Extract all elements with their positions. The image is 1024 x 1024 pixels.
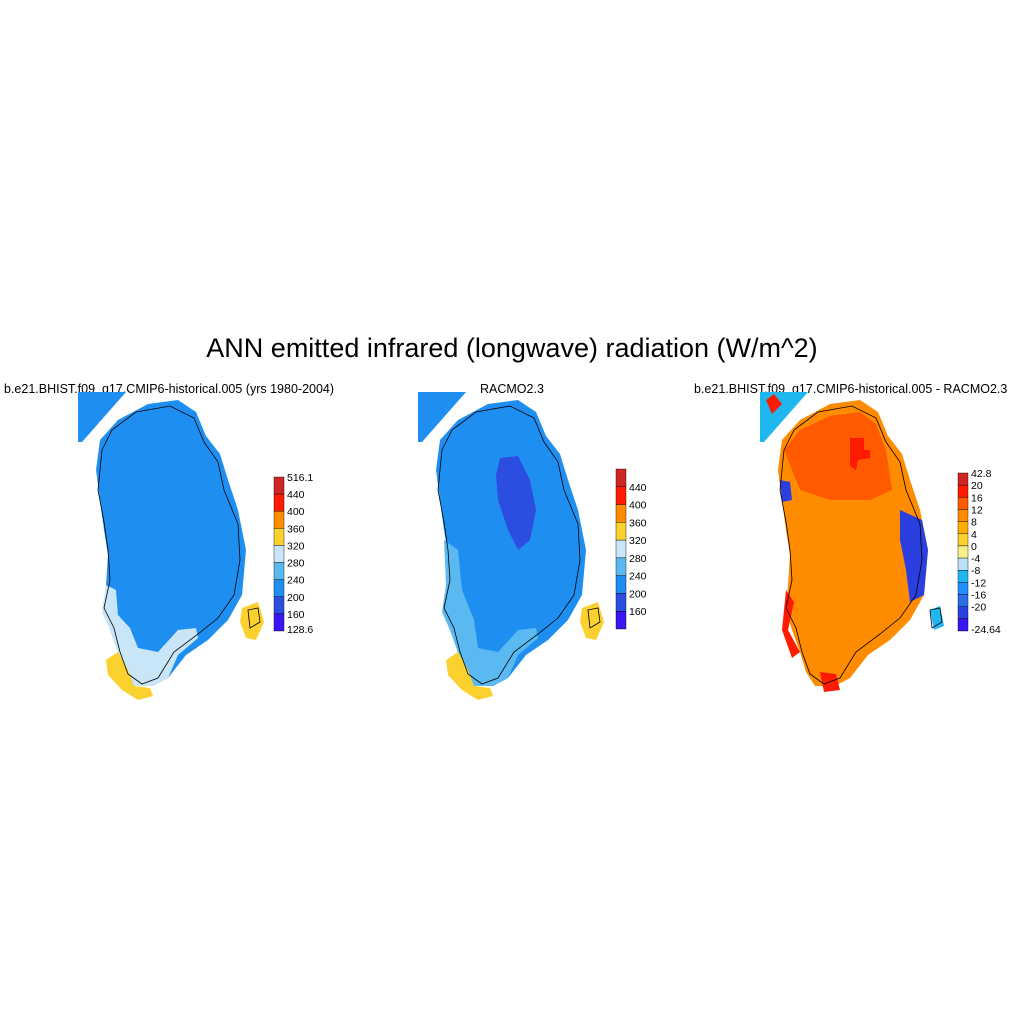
colorbar-tick-label: 0 bbox=[971, 541, 977, 553]
colorbar-tick-label: 4 bbox=[971, 529, 977, 541]
colorbar-swatch bbox=[273, 511, 285, 529]
colorbar-tick-label: 42.8 bbox=[971, 470, 992, 480]
colorbar-swatch bbox=[615, 486, 627, 505]
colorbar-swatch bbox=[957, 533, 969, 547]
colorbar-model: 516.1 440 400 360 320 280 240 200 160 128.6 bbox=[273, 474, 313, 634]
colorbar-swatch bbox=[615, 557, 627, 576]
colorbar-swatch bbox=[615, 504, 627, 523]
colorbar-swatch bbox=[957, 484, 969, 498]
colorbar-tick-label: -8 bbox=[971, 565, 980, 577]
figure-title: ANN emitted infrared (longwave) radiatio… bbox=[206, 333, 818, 363]
colorbar-swatch bbox=[273, 562, 285, 580]
map-diff bbox=[760, 392, 944, 692]
colorbar-swatch bbox=[957, 594, 969, 607]
colorbar-swatch bbox=[615, 468, 627, 487]
colorbar-tick-label: 360 bbox=[287, 523, 305, 535]
colorbar-swatch bbox=[615, 575, 627, 594]
colorbar-tick-label: 280 bbox=[629, 553, 647, 565]
colorbar-tick-label: 516.1 bbox=[287, 474, 313, 484]
map-obs bbox=[418, 392, 604, 700]
colorbar-tick-label: 360 bbox=[629, 517, 647, 529]
colorbar-swatch bbox=[957, 582, 969, 595]
colorbar-tick-label: 20 bbox=[971, 480, 983, 492]
colorbar-tick-label: 400 bbox=[629, 500, 647, 512]
colorbar-tick-label: 200 bbox=[287, 592, 305, 604]
colorbar-tick-label: -12 bbox=[971, 577, 986, 589]
colorbar-tick-label: 240 bbox=[287, 575, 305, 587]
colorbar-swatch bbox=[957, 570, 969, 583]
colorbar-swatch bbox=[273, 476, 285, 495]
colorbar-tick-label: 240 bbox=[629, 571, 647, 583]
colorbar-tick-label: 8 bbox=[971, 517, 977, 529]
colorbar-tick-label: 280 bbox=[287, 558, 305, 570]
colorbar-tick-label: 16 bbox=[971, 492, 983, 504]
colorbar-tick-label: -4 bbox=[971, 553, 980, 565]
colorbar-swatch bbox=[957, 497, 969, 510]
colorbar-swatch bbox=[273, 596, 285, 615]
colorbar-tick-label: 440 bbox=[287, 489, 305, 501]
colorbar-tick-label: 440 bbox=[629, 482, 647, 494]
colorbar-swatch bbox=[615, 539, 627, 559]
colorbar-swatch bbox=[957, 509, 969, 522]
colorbar-swatch bbox=[615, 522, 627, 541]
map-model bbox=[78, 392, 264, 700]
colorbar-tick-label: -24.64 bbox=[971, 624, 1001, 634]
colorbar-swatch bbox=[273, 493, 285, 512]
colorbar-tick-label: -16 bbox=[971, 590, 986, 602]
colorbar-swatch bbox=[957, 545, 969, 559]
colorbar-swatch bbox=[273, 613, 285, 632]
colorbar-obs: 440 400 360 320 280 240 200 160 bbox=[615, 468, 647, 630]
colorbar-tick-label: 200 bbox=[629, 588, 647, 600]
colorbar-swatch bbox=[957, 606, 969, 620]
colorbar-tick-label: 320 bbox=[629, 535, 647, 547]
colorbar-tick-label: 12 bbox=[971, 504, 983, 516]
colorbar-swatch bbox=[615, 611, 627, 630]
panel-title-obs: RACMO2.3 bbox=[480, 382, 544, 396]
colorbar-tick-label: 400 bbox=[287, 506, 305, 518]
colorbar-tick-label: -20 bbox=[971, 602, 986, 614]
colorbar-swatch bbox=[273, 579, 285, 597]
colorbar-swatch bbox=[615, 593, 627, 612]
colorbar-swatch bbox=[957, 557, 969, 571]
colorbar-swatch bbox=[273, 528, 285, 546]
colorbar-swatch bbox=[273, 545, 285, 563]
colorbar-tick-label: 160 bbox=[629, 606, 647, 618]
colorbar-tick-label: 160 bbox=[287, 609, 305, 621]
colorbar-swatch bbox=[957, 618, 969, 632]
colorbar-tick-label: 128.6 bbox=[287, 624, 313, 634]
colorbar-swatch bbox=[957, 521, 969, 534]
colorbar-swatch bbox=[957, 472, 969, 486]
colorbar-tick-label: 320 bbox=[287, 540, 305, 552]
